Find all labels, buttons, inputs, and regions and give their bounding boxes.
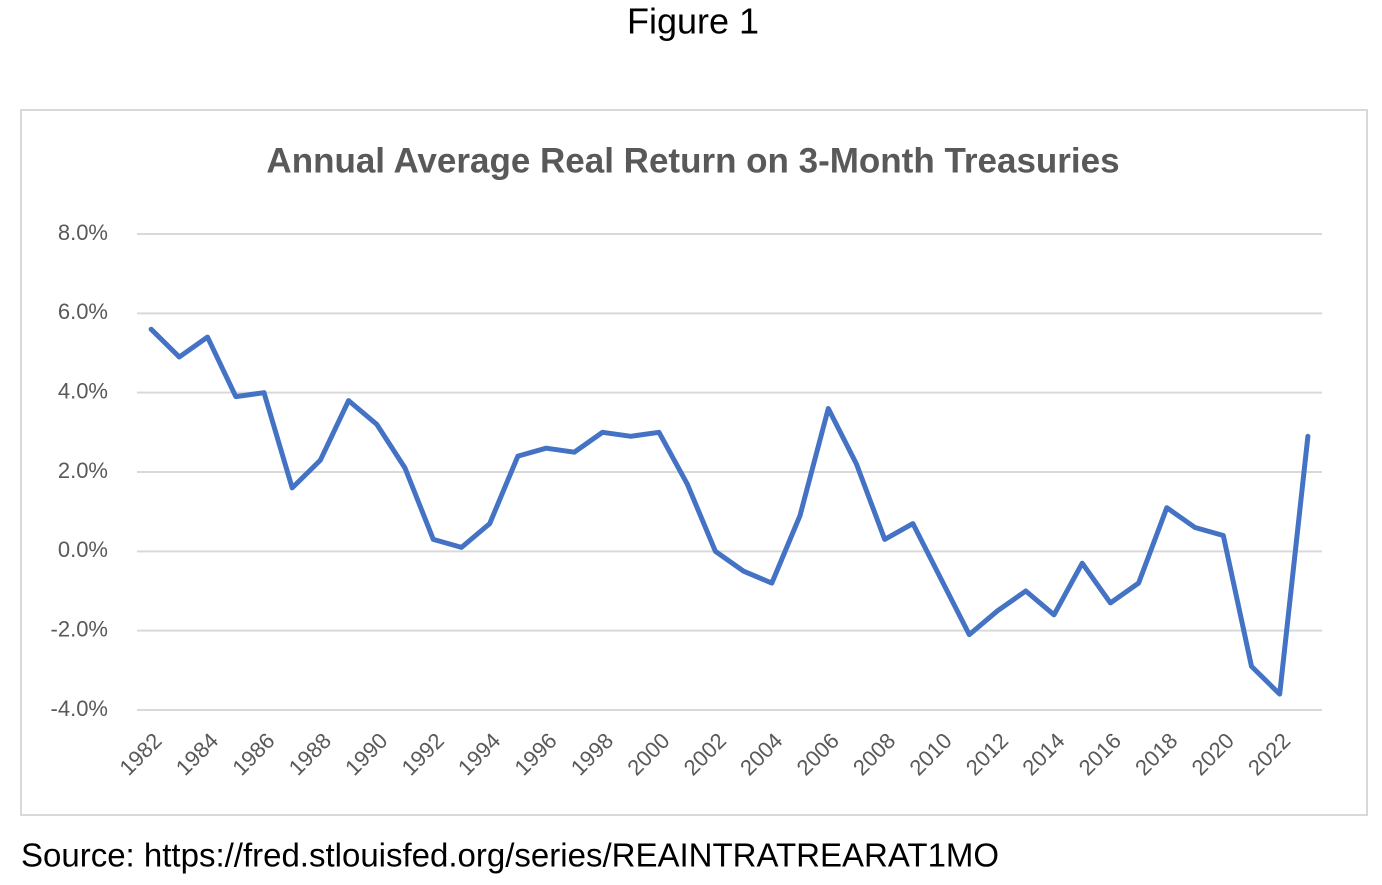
- data-line: [148, 326, 1311, 697]
- chart-frame: [20, 109, 1368, 816]
- y-tick-label: -4.0%: [51, 696, 108, 721]
- y-tick-label: 4.0%: [58, 378, 108, 403]
- y-tick-label: 2.0%: [58, 458, 108, 483]
- y-tick-label: 6.0%: [58, 299, 108, 324]
- y-tick-label: 8.0%: [58, 220, 108, 245]
- chart-title: Annual Average Real Return on 3-Month Tr…: [266, 141, 1119, 180]
- y-tick-label: 0.0%: [58, 537, 108, 562]
- figure-title: Figure 1: [627, 1, 759, 42]
- source-note: Source: https://fred.stlouisfed.org/seri…: [21, 837, 999, 874]
- y-tick-label: -2.0%: [51, 616, 108, 641]
